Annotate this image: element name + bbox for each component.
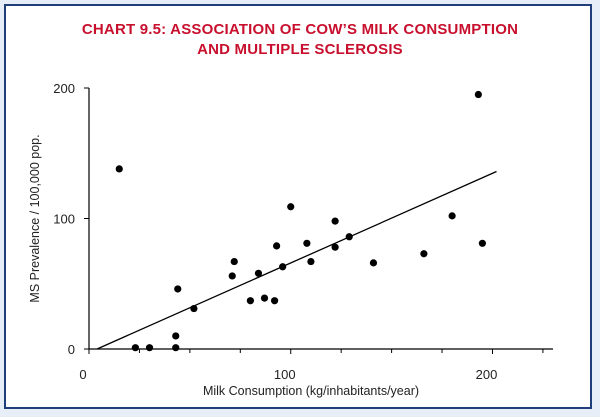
- tick-labels: 0 100 200 0 100 200: [53, 81, 497, 382]
- data-point: [331, 243, 339, 251]
- data-point: [172, 332, 180, 340]
- data-point: [174, 285, 182, 293]
- chart-frame: CHART 9.5: ASSOCIATION OF COW’S MILK CON…: [4, 4, 592, 409]
- y-tick-label: 0: [68, 342, 75, 357]
- data-point: [287, 203, 295, 211]
- data-point: [478, 239, 486, 247]
- data-point: [273, 242, 281, 250]
- x-tick-label: 100: [274, 367, 296, 382]
- data-point: [190, 304, 198, 313]
- data-point: [254, 269, 263, 277]
- data-point: [303, 239, 311, 247]
- data-point: [474, 90, 482, 99]
- data-point: [131, 344, 139, 352]
- scatter-plot: 0 100 200 0 100 200 Milk Consumption (kg/inha…: [28, 81, 553, 398]
- tick-marks: [84, 87, 544, 354]
- data-point: [228, 272, 236, 280]
- data-point: [145, 344, 154, 352]
- x-tick-label: 0: [79, 367, 86, 382]
- data-point: [246, 297, 254, 305]
- y-axis-label: MS Prevalence / 100,000 pop.: [28, 134, 42, 302]
- data-point: [369, 259, 378, 267]
- x-tick-label: 200: [476, 367, 498, 382]
- x-axis-label: Milk Consumption (kg/inhabitants/year): [203, 384, 419, 398]
- data-point: [331, 217, 339, 225]
- data-point: [271, 297, 279, 305]
- data-point: [172, 344, 180, 352]
- data-point: [345, 233, 353, 241]
- data-point: [279, 263, 287, 271]
- data-points: [115, 90, 486, 352]
- data-point: [230, 257, 238, 266]
- chart-title-line-1: CHART 9.5: ASSOCIATION OF COW’S MILK CON…: [81, 21, 519, 38]
- data-point: [307, 257, 315, 266]
- y-tick-label: 200: [53, 81, 75, 96]
- data-point: [448, 212, 456, 220]
- trend-line: [96, 170, 497, 350]
- chart-title-line-2: AND MULTIPLE SCLEROSIS: [197, 41, 403, 58]
- axes: [88, 88, 553, 350]
- y-tick-label: 100: [53, 212, 75, 227]
- data-point: [115, 165, 123, 173]
- data-point: [420, 250, 428, 258]
- data-point: [260, 294, 269, 302]
